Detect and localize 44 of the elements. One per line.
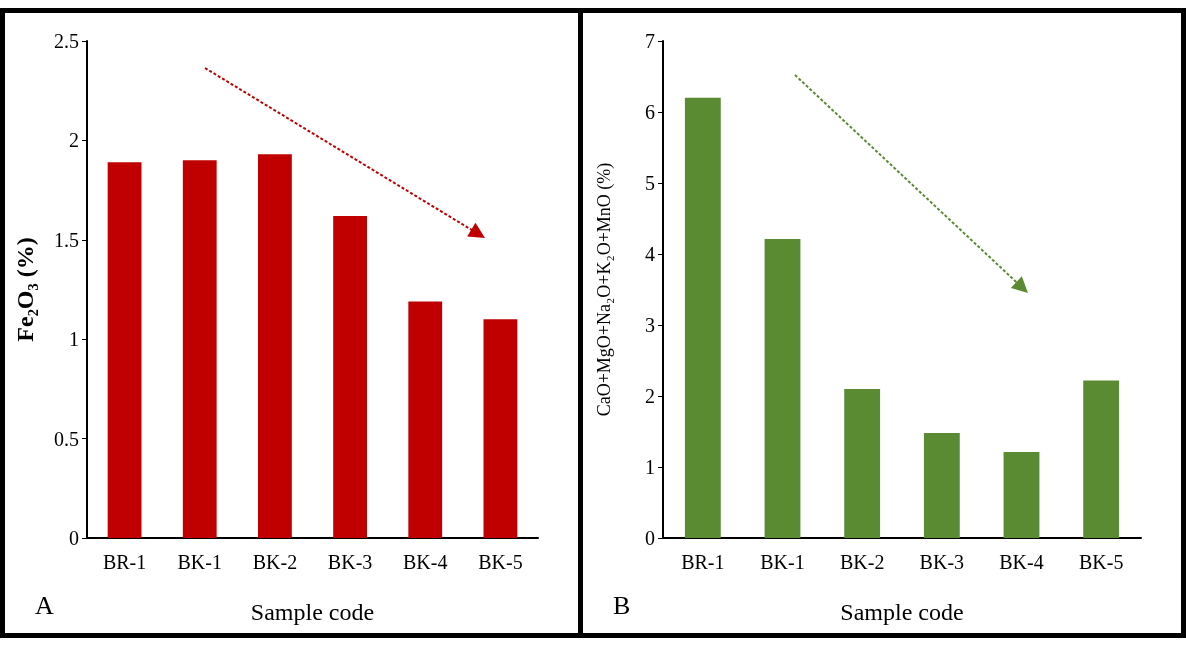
x-tick-label: BR-1 [102, 551, 147, 573]
y-tick-label: 1.5 [54, 228, 79, 251]
x-axis-title: Sample code [250, 599, 375, 625]
y-tick-label: 2 [69, 129, 79, 152]
y-tick-label: 3 [645, 314, 655, 336]
y-tick-label: 1 [69, 328, 79, 351]
y-tick-label: 7 [645, 30, 655, 52]
bar [844, 388, 881, 538]
y-tick-label: 5 [645, 172, 655, 194]
bar [258, 154, 292, 538]
bar [1003, 452, 1040, 538]
x-tick-label: BK-3 [919, 551, 965, 573]
x-tick-label: BR-1 [681, 551, 725, 573]
y-axis-title: CaO+MgO+Na₂O+K₂O+MnO (%) [594, 162, 615, 417]
y-tick-label: 0 [69, 527, 79, 549]
text: A [35, 591, 54, 621]
y-tick-label: 4 [645, 243, 655, 265]
bar [1083, 380, 1120, 538]
x-tick-label: BK-4 [403, 551, 448, 573]
bar [923, 432, 960, 538]
y-tick-label: 0 [645, 527, 655, 549]
bar [182, 160, 217, 538]
y-axis-title: Fe₂O₃ (%) [12, 237, 38, 342]
x-tick-label: BK-2 [252, 551, 298, 573]
y-tick-label: 1 [645, 456, 655, 478]
bar [333, 215, 367, 538]
y-tick-label: 0.5 [54, 427, 79, 450]
bar [684, 97, 721, 538]
bar [107, 162, 142, 538]
x-tick-label: BK-2 [839, 551, 885, 573]
bar [483, 319, 518, 538]
bar [408, 301, 443, 538]
text: B [613, 591, 631, 621]
x-tick-label: BK-4 [999, 551, 1044, 573]
x-tick-label: BK-1 [760, 551, 805, 573]
x-tick-label: BK-5 [1078, 551, 1124, 573]
x-tick-label: BK-1 [177, 551, 222, 573]
y-tick-label: 6 [645, 101, 655, 123]
y-tick-label: 2.5 [54, 30, 79, 52]
x-tick-label: BK-3 [327, 551, 373, 573]
y-tick-label: 2 [645, 385, 655, 407]
x-tick-label: BK-5 [478, 551, 523, 573]
bar [764, 239, 801, 538]
x-axis-title: Sample code [840, 599, 964, 625]
